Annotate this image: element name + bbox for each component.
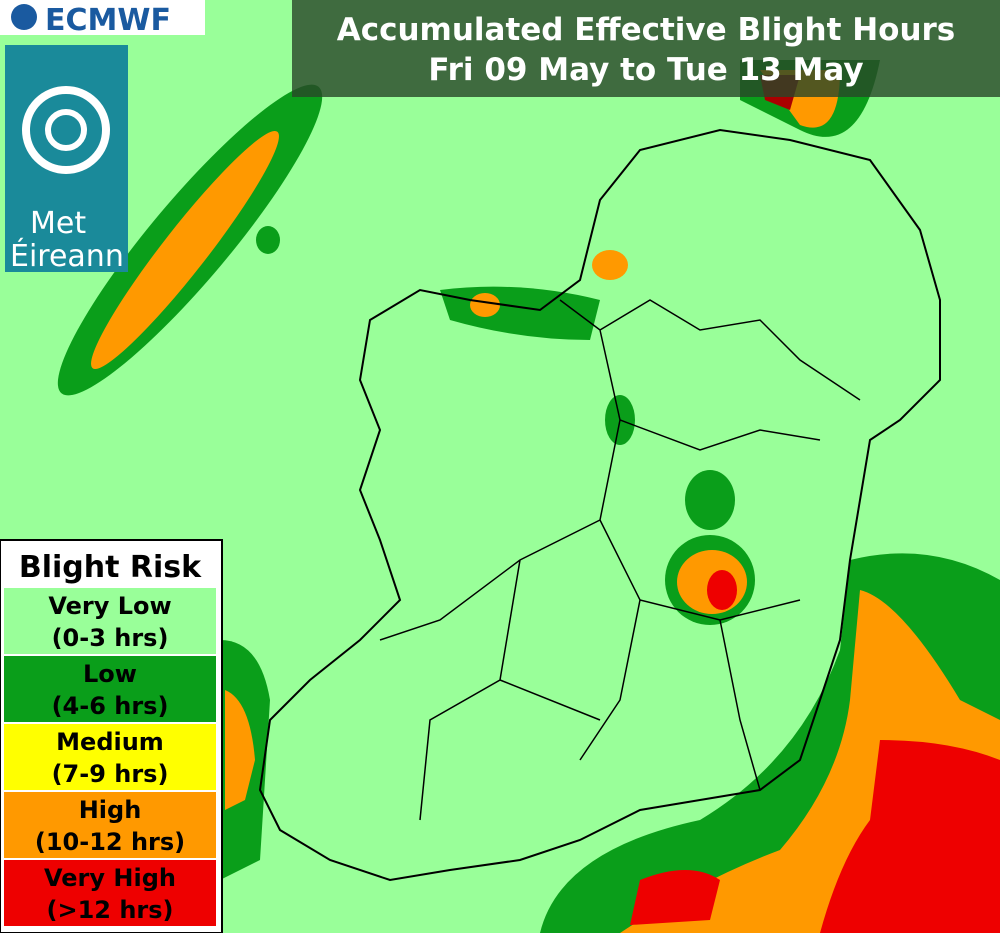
legend: Blight Risk Very Low (0-3 hrs) Low (4-6 hrs… (0, 539, 223, 934)
coastline (258, 128, 941, 882)
legend-swatch (4, 724, 216, 790)
legend-swatch (4, 588, 216, 654)
met-eireann-logo (5, 45, 128, 272)
county-borders (379, 299, 861, 821)
legend-swatch (4, 860, 216, 926)
legend-label: High (79, 796, 142, 824)
legend-swatch (4, 792, 216, 858)
legend-swatch (4, 656, 216, 722)
ecmwf-icon (11, 4, 37, 30)
legend-label: Very Low (48, 592, 171, 620)
brand-line-2: Éireann (10, 238, 124, 274)
brand-line-1: Met (30, 206, 86, 241)
legend-range: (4-6 hrs) (52, 692, 169, 720)
legend-label: Medium (56, 728, 164, 756)
legend-range: (10-12 hrs) (35, 828, 185, 856)
legend-label: Low (83, 660, 137, 688)
legend-range: (>12 hrs) (46, 896, 173, 924)
legend-range: (0-3 hrs) (52, 624, 169, 652)
legend-label: Very High (44, 864, 176, 892)
legend-range: (7-9 hrs) (52, 760, 169, 788)
title: Accumulated Effective Blight Hours (337, 12, 956, 48)
title-band (292, 0, 1000, 97)
subtitle: Fri 09 May to Tue 13 May (428, 52, 863, 88)
met-eireann-icon (22, 86, 110, 174)
ecmwf-logo: ECMWF (45, 3, 171, 38)
legend-title: Blight Risk (19, 550, 202, 585)
